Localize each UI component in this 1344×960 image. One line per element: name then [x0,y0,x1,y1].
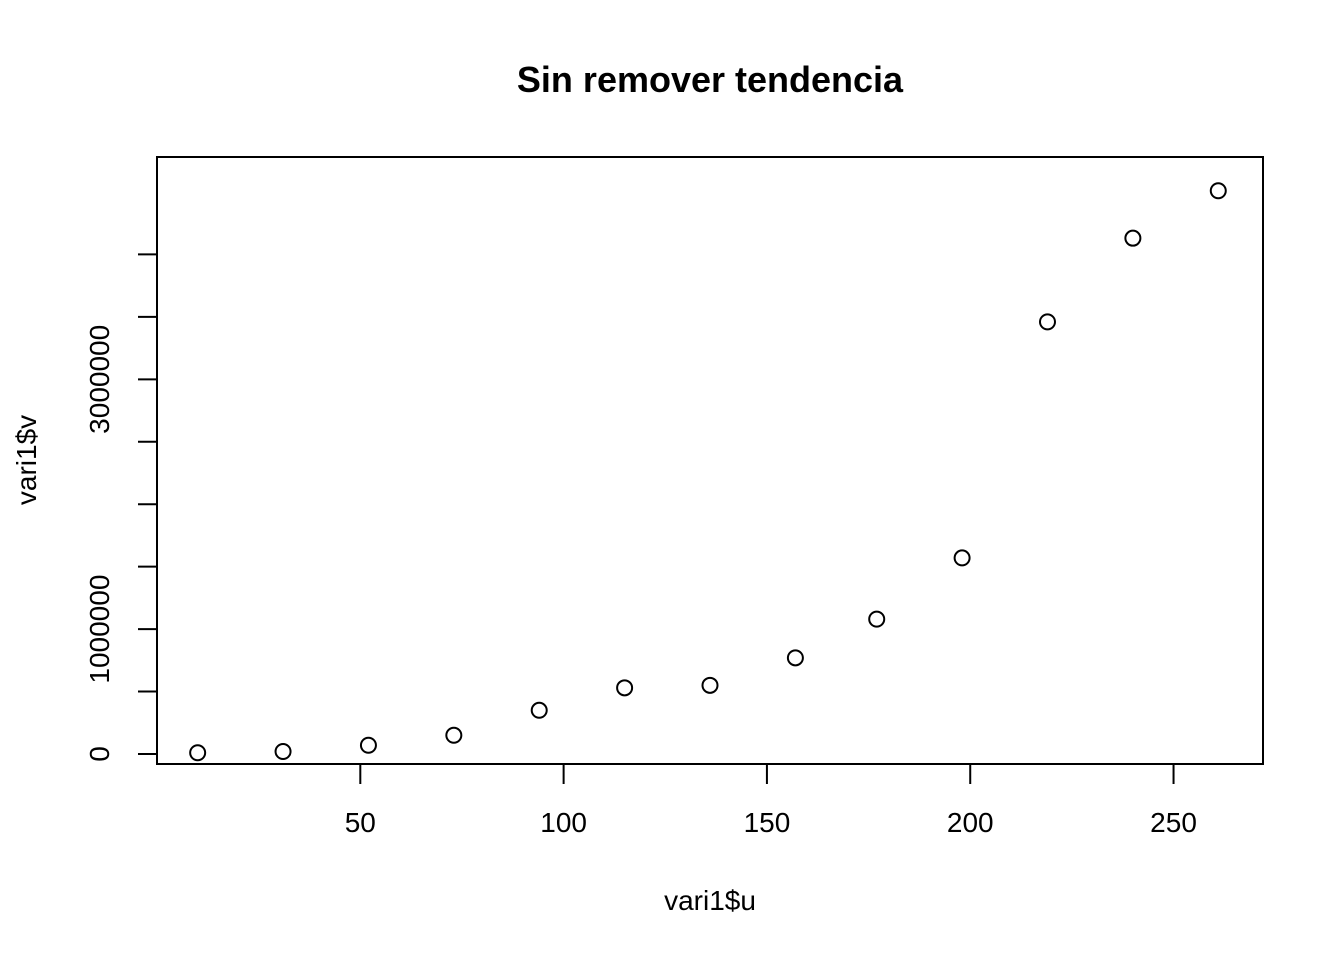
data-point [616,679,634,697]
x-tick-label: 200 [947,807,994,838]
x-tick-label: 100 [540,807,587,838]
y-tick-label: 0 [84,746,115,762]
data-point [701,676,719,694]
data-point [445,726,463,744]
data-point [274,743,292,761]
data-points [189,182,1227,762]
x-tick-label: 150 [744,807,791,838]
data-point [359,736,377,754]
data-point [1209,182,1227,200]
chart-title: Sin remover tendencia [517,59,904,100]
y-axis-label: vari1$v [11,415,42,505]
y-tick-label: 1000000 [84,575,115,684]
data-point [786,649,804,667]
x-tick-label: 50 [345,807,376,838]
data-point [868,610,886,628]
x-tick-label: 250 [1150,807,1197,838]
x-axis: 50 100 150 200 250 [345,764,1197,838]
data-point [189,744,207,762]
x-axis-label: vari1$u [664,885,756,916]
data-point [1124,229,1142,247]
y-tick-label: 3000000 [84,325,115,434]
plot-frame [156,156,1264,765]
data-point [1038,313,1056,331]
data-point [530,701,548,719]
data-point [953,549,971,567]
y-axis: 0 1000000 3000000 [84,253,157,762]
